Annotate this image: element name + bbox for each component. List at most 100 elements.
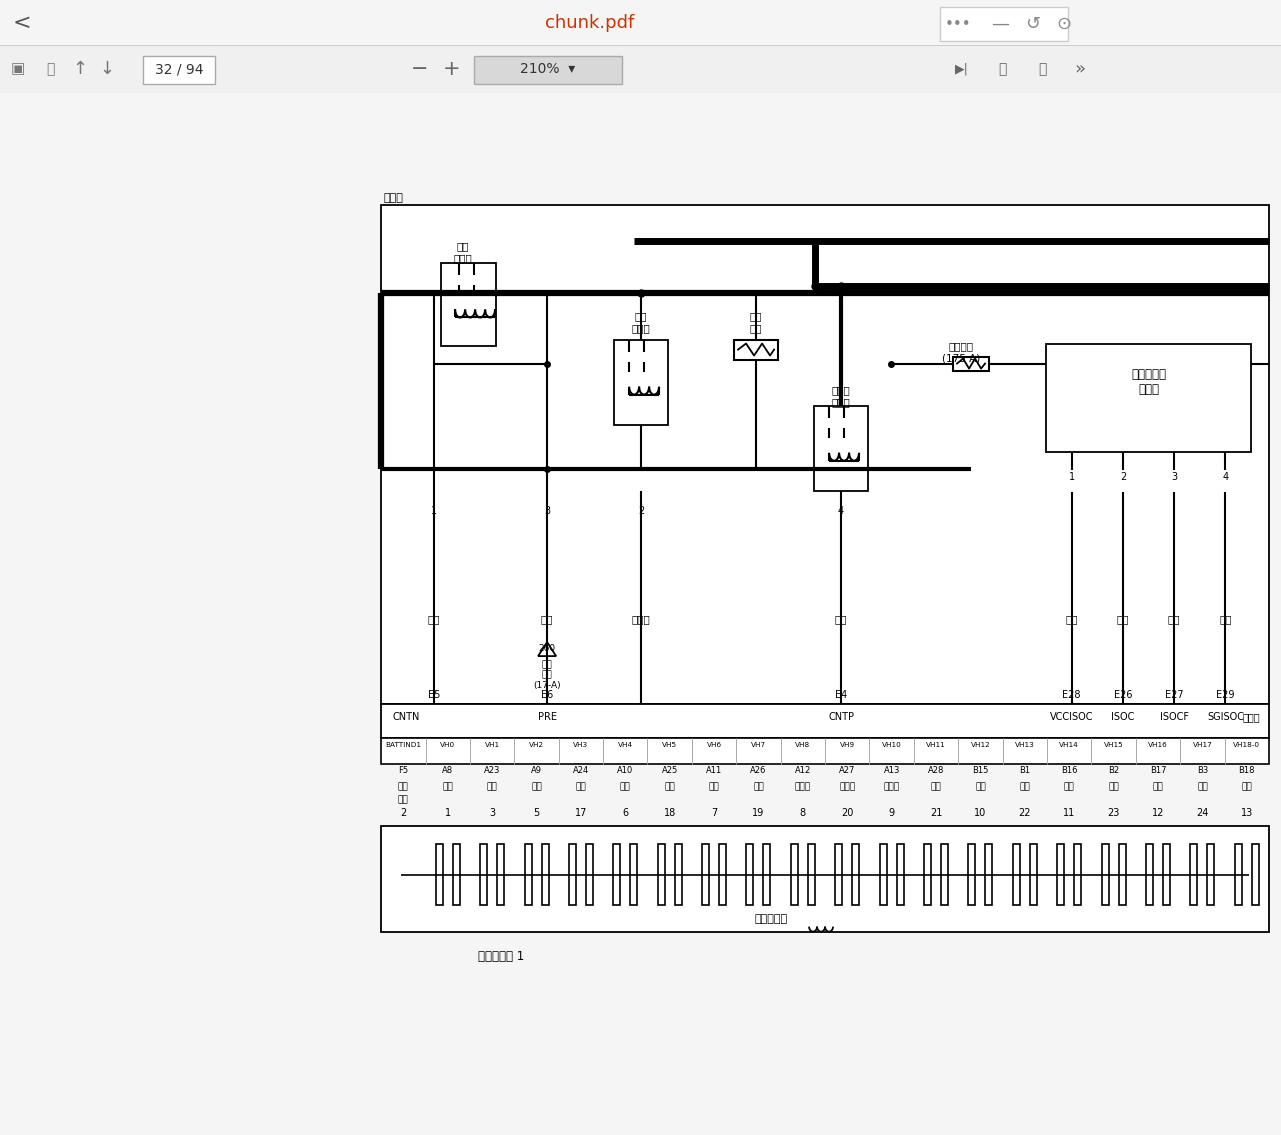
Text: 9: 9 bbox=[889, 808, 894, 818]
Bar bbox=[1190, 844, 1198, 905]
Text: A10: A10 bbox=[617, 766, 633, 775]
Text: VH13: VH13 bbox=[1015, 742, 1035, 748]
Text: 红色: 红色 bbox=[620, 782, 630, 791]
Text: 32 / 94: 32 / 94 bbox=[155, 62, 204, 76]
Text: 12: 12 bbox=[1152, 808, 1164, 818]
Text: 紫色: 紫色 bbox=[708, 782, 720, 791]
Text: 白色: 白色 bbox=[398, 782, 409, 791]
Text: 10: 10 bbox=[975, 808, 986, 818]
Text: 4: 4 bbox=[1222, 472, 1228, 481]
Text: 8: 8 bbox=[799, 808, 806, 818]
Text: BATTIND1: BATTIND1 bbox=[386, 742, 421, 748]
Text: 粉色: 粉色 bbox=[931, 782, 942, 791]
Text: ISOC: ISOC bbox=[1111, 713, 1135, 722]
Bar bbox=[985, 844, 993, 905]
Text: VH14: VH14 bbox=[1059, 742, 1079, 748]
Text: 浅绿色: 浅绿色 bbox=[632, 614, 651, 624]
Text: 绿色: 绿色 bbox=[575, 782, 587, 791]
Text: 3: 3 bbox=[489, 808, 496, 818]
Text: »: » bbox=[1075, 60, 1085, 78]
Text: 绿色: 绿色 bbox=[541, 614, 553, 624]
Text: VH5: VH5 bbox=[662, 742, 678, 748]
Bar bbox=[852, 844, 860, 905]
Text: A25: A25 bbox=[661, 766, 678, 775]
Text: 5: 5 bbox=[533, 808, 539, 818]
Text: VH10: VH10 bbox=[881, 742, 902, 748]
Text: 黄色: 黄色 bbox=[835, 614, 847, 624]
Text: VH11: VH11 bbox=[926, 742, 945, 748]
Bar bbox=[143, 56, 215, 84]
Bar bbox=[702, 844, 710, 905]
Text: VH8: VH8 bbox=[796, 742, 811, 748]
Text: B16: B16 bbox=[1061, 766, 1077, 775]
Bar bbox=[942, 844, 948, 905]
Bar bbox=[813, 405, 869, 490]
Text: 旁路
接触器: 旁路 接触器 bbox=[632, 311, 651, 333]
Text: VH9: VH9 bbox=[840, 742, 854, 748]
Text: 主保险丝
(175 A): 主保险丝 (175 A) bbox=[942, 342, 980, 363]
Text: 24: 24 bbox=[1196, 808, 1208, 818]
Text: 1: 1 bbox=[445, 808, 451, 818]
Text: 7: 7 bbox=[711, 808, 717, 818]
Text: VCCISOC: VCCISOC bbox=[1050, 713, 1094, 722]
Text: PRE: PRE bbox=[538, 713, 557, 722]
Text: 浅绿色: 浅绿色 bbox=[884, 782, 899, 791]
Text: B1: B1 bbox=[1020, 766, 1030, 775]
Text: CNTP: CNTP bbox=[828, 713, 854, 722]
Bar bbox=[1102, 844, 1108, 905]
Bar bbox=[441, 263, 496, 345]
Text: 1: 1 bbox=[430, 506, 437, 515]
Text: B3: B3 bbox=[1196, 766, 1208, 775]
Text: SGISOC: SGISOC bbox=[1207, 713, 1244, 722]
Text: E27: E27 bbox=[1164, 690, 1184, 700]
Text: −: − bbox=[411, 59, 429, 79]
Text: 19: 19 bbox=[752, 808, 765, 818]
Text: A12: A12 bbox=[794, 766, 811, 775]
Text: CNTN: CNTN bbox=[392, 713, 420, 722]
Bar bbox=[474, 56, 623, 84]
Bar bbox=[614, 339, 669, 424]
Text: ▣: ▣ bbox=[10, 61, 26, 76]
Bar bbox=[1047, 344, 1252, 452]
Text: B15: B15 bbox=[972, 766, 989, 775]
Text: 2: 2 bbox=[400, 808, 406, 818]
Text: 17: 17 bbox=[575, 808, 587, 818]
Text: 限流
阻器: 限流 阻器 bbox=[749, 311, 762, 333]
Text: 🔍: 🔍 bbox=[46, 62, 54, 76]
Text: chunk.pdf: chunk.pdf bbox=[546, 14, 634, 32]
Text: VH16: VH16 bbox=[1148, 742, 1168, 748]
Text: 绿色: 绿色 bbox=[1153, 782, 1163, 791]
Text: 🔖: 🔖 bbox=[1038, 62, 1047, 76]
Text: 260: 260 bbox=[538, 644, 556, 653]
Text: E5: E5 bbox=[428, 690, 441, 700]
Text: 🖨: 🖨 bbox=[998, 62, 1006, 76]
Bar bbox=[542, 844, 548, 905]
Bar bbox=[585, 844, 593, 905]
Bar bbox=[569, 844, 576, 905]
Text: 黄色: 黄色 bbox=[398, 796, 409, 805]
Text: 210%  ▾: 210% ▾ bbox=[520, 62, 575, 76]
Text: A13: A13 bbox=[884, 766, 899, 775]
Text: 蓄电池单元 1: 蓄电池单元 1 bbox=[478, 950, 524, 962]
Text: ISOCF: ISOCF bbox=[1159, 713, 1189, 722]
Text: E29: E29 bbox=[1216, 690, 1235, 700]
Text: 2: 2 bbox=[1120, 472, 1126, 481]
Text: 维修
扫描
(17-A): 维修 扫描 (17-A) bbox=[533, 661, 561, 690]
Text: 灰色: 灰色 bbox=[1220, 614, 1231, 624]
Text: 3: 3 bbox=[1171, 472, 1177, 481]
Text: VH18-0: VH18-0 bbox=[1234, 742, 1261, 748]
Bar bbox=[382, 704, 1269, 738]
Text: VH17: VH17 bbox=[1193, 742, 1212, 748]
Bar bbox=[480, 844, 487, 905]
Text: 绿色: 绿色 bbox=[1117, 614, 1129, 624]
Text: 21: 21 bbox=[930, 808, 943, 818]
Bar bbox=[940, 7, 1068, 41]
Bar bbox=[1075, 844, 1081, 905]
Text: ⊙: ⊙ bbox=[1057, 15, 1072, 33]
Text: +: + bbox=[443, 59, 461, 79]
Bar bbox=[968, 844, 975, 905]
Text: VH12: VH12 bbox=[971, 742, 990, 748]
Bar bbox=[382, 826, 1269, 932]
Text: 黄棕色: 黄棕色 bbox=[794, 782, 811, 791]
Text: VH2: VH2 bbox=[529, 742, 544, 748]
